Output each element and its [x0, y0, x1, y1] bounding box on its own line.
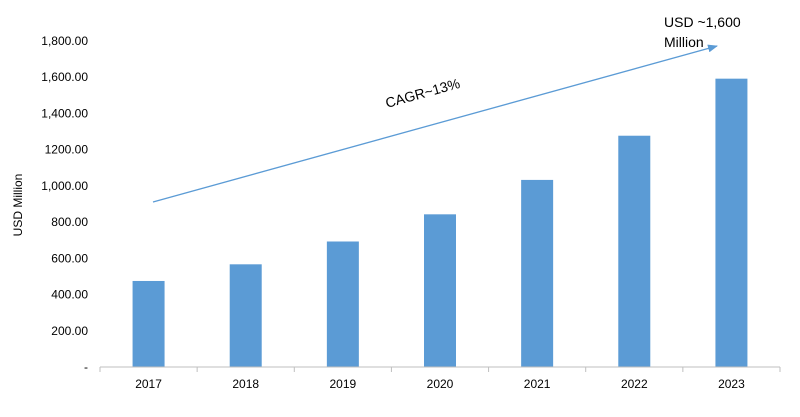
y-tick-label: 400.00	[51, 288, 88, 302]
bar-2023	[715, 78, 748, 368]
y-tick-label: 1,000.00	[41, 179, 88, 193]
cagr-label: CAGR~13%	[384, 75, 462, 111]
x-tick-label: 2023	[718, 377, 745, 391]
y-tick-label: 1,400.00	[41, 106, 88, 120]
bars	[132, 78, 748, 368]
x-tick-label: 2017	[135, 377, 162, 391]
x-axis-ticks: 2017 2018 2019 2020 2021 2022 2023	[99, 367, 781, 391]
y-axis-title-group: USD Million	[11, 174, 25, 237]
x-tick-label: 2018	[232, 377, 259, 391]
y-axis-title: USD Million	[11, 174, 25, 237]
y-tick-label: 200.00	[51, 324, 88, 338]
y-tick-label: 600.00	[51, 251, 88, 265]
y-tick-label: 1,800.00	[41, 34, 88, 48]
x-tick-label: 2020	[427, 377, 454, 391]
bar-2021	[521, 179, 554, 367]
bar-2020	[424, 214, 456, 367]
bar-2019	[326, 241, 359, 367]
x-tick-label: 2021	[524, 377, 551, 391]
y-axis-ticks: - 200.00 400.00 600.00 800.00 1,000.00 1200.00…	[41, 34, 88, 374]
end-value-label-line2: Million	[664, 34, 704, 50]
bar-2017	[132, 280, 165, 367]
bar-2022	[618, 135, 651, 367]
end-value-label-line1: USD ~1,600	[664, 14, 741, 30]
x-tick-label: 2022	[621, 377, 648, 391]
y-tick-label: -	[84, 360, 88, 374]
x-tick-label: 2019	[330, 377, 357, 391]
y-tick-label: 1,600.00	[41, 70, 88, 84]
y-tick-label: 1200.00	[45, 143, 89, 157]
y-tick-label: 800.00	[51, 215, 88, 229]
bar-2018	[229, 264, 262, 367]
cagr-trend-arrow	[152, 44, 718, 203]
